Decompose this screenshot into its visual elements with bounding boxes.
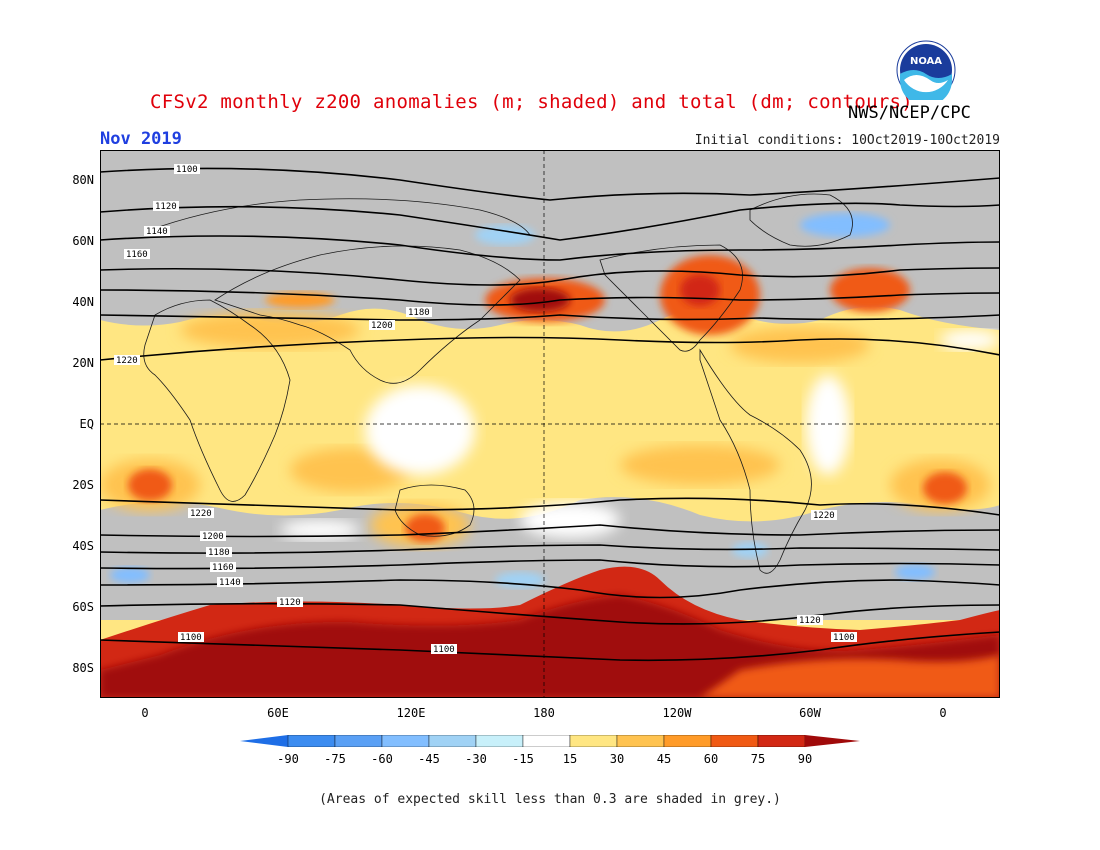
contour-label: 1140 bbox=[219, 578, 241, 588]
legend-label: 90 bbox=[797, 752, 813, 766]
legend-label: -30 bbox=[465, 752, 487, 766]
legend-label: 75 bbox=[750, 752, 766, 766]
lon-label: 60W bbox=[799, 706, 821, 720]
legend-label: -90 bbox=[277, 752, 299, 766]
contour-label: 1180 bbox=[208, 548, 230, 558]
lat-label: 40S bbox=[72, 539, 94, 553]
lon-label: 0 bbox=[939, 706, 947, 720]
legend-swatch bbox=[805, 735, 860, 747]
noaa-logo: NOAA bbox=[896, 40, 956, 100]
legend-swatch bbox=[757, 735, 806, 747]
contour-label: 1100 bbox=[180, 633, 202, 643]
lat-label: 80S bbox=[72, 661, 94, 675]
lon-label: 0 bbox=[141, 706, 149, 720]
contour-label: 1100 bbox=[176, 165, 198, 175]
contour-label: 1100 bbox=[433, 645, 455, 655]
legend-label: -75 bbox=[324, 752, 346, 766]
legend-swatch bbox=[569, 735, 618, 747]
legend-label: -45 bbox=[418, 752, 440, 766]
legend-swatch bbox=[522, 735, 571, 747]
contour-label: 1120 bbox=[155, 202, 177, 212]
lon-label: 120W bbox=[662, 706, 692, 720]
contour-label: 1220 bbox=[190, 509, 212, 519]
lat-label: 40N bbox=[72, 295, 94, 309]
contour-label: 1120 bbox=[799, 616, 821, 626]
nh-height-contours bbox=[100, 167, 1000, 361]
contour-label: 1160 bbox=[126, 250, 148, 260]
legend-label: 30 bbox=[609, 752, 625, 766]
legend-label: 15 bbox=[562, 752, 578, 766]
legend-swatch bbox=[475, 735, 524, 747]
contour-label: 1140 bbox=[146, 227, 168, 237]
contour-label: 1180 bbox=[408, 308, 430, 318]
legend-swatch bbox=[240, 735, 288, 747]
legend-swatch bbox=[334, 735, 383, 747]
lat-label: 80N bbox=[72, 173, 94, 187]
contour-labels: 1100 1120 1140 1160 1180 1200 1220 1220 … bbox=[114, 164, 857, 655]
sh-height-contours bbox=[100, 497, 1000, 662]
logo-text: NOAA bbox=[910, 56, 942, 67]
contour-label: 1200 bbox=[371, 321, 393, 331]
lat-label: EQ bbox=[79, 417, 94, 431]
color-legend bbox=[240, 735, 860, 747]
chart-title: CFSv2 monthly z200 anomalies (m; shaded)… bbox=[150, 91, 914, 113]
coastlines bbox=[143, 193, 853, 574]
legend-swatch bbox=[710, 735, 759, 747]
lon-label: 60E bbox=[267, 706, 289, 720]
lat-label: 60S bbox=[72, 600, 94, 614]
legend-swatch bbox=[616, 735, 665, 747]
contour-label: 1100 bbox=[833, 633, 855, 643]
contour-label: 1120 bbox=[279, 598, 301, 608]
contour-label: 1160 bbox=[212, 563, 234, 573]
anomaly-map: 1100 1120 1140 1160 1180 1200 1220 1220 … bbox=[100, 150, 1000, 698]
legend-swatch bbox=[428, 735, 477, 747]
lat-label: 60N bbox=[72, 234, 94, 248]
legend-label: 45 bbox=[656, 752, 672, 766]
lat-label: 20S bbox=[72, 478, 94, 492]
legend-label: -60 bbox=[371, 752, 393, 766]
contour-label: 1220 bbox=[813, 511, 835, 521]
low-skill-north bbox=[100, 150, 1000, 332]
legend-label: 60 bbox=[703, 752, 719, 766]
footnote: (Areas of expected skill less than 0.3 a… bbox=[319, 792, 781, 807]
legend-label: -15 bbox=[512, 752, 534, 766]
map-frame bbox=[100, 150, 1000, 698]
legend-swatch bbox=[663, 735, 712, 747]
lon-label: 180 bbox=[533, 706, 555, 720]
contour-label: 1220 bbox=[116, 356, 138, 366]
initial-conditions: Initial conditions: 10Oct2019-10Oct2019 bbox=[694, 133, 1000, 148]
legend-swatch bbox=[287, 735, 336, 747]
agency-label: NWS/NCEP/CPC bbox=[848, 103, 971, 123]
maritime-white bbox=[365, 385, 475, 475]
forecast-month: Nov 2019 bbox=[100, 129, 182, 149]
legend-swatch bbox=[381, 735, 430, 747]
lat-label: 20N bbox=[72, 356, 94, 370]
lon-label: 120E bbox=[396, 706, 426, 720]
contour-label: 1200 bbox=[202, 532, 224, 542]
